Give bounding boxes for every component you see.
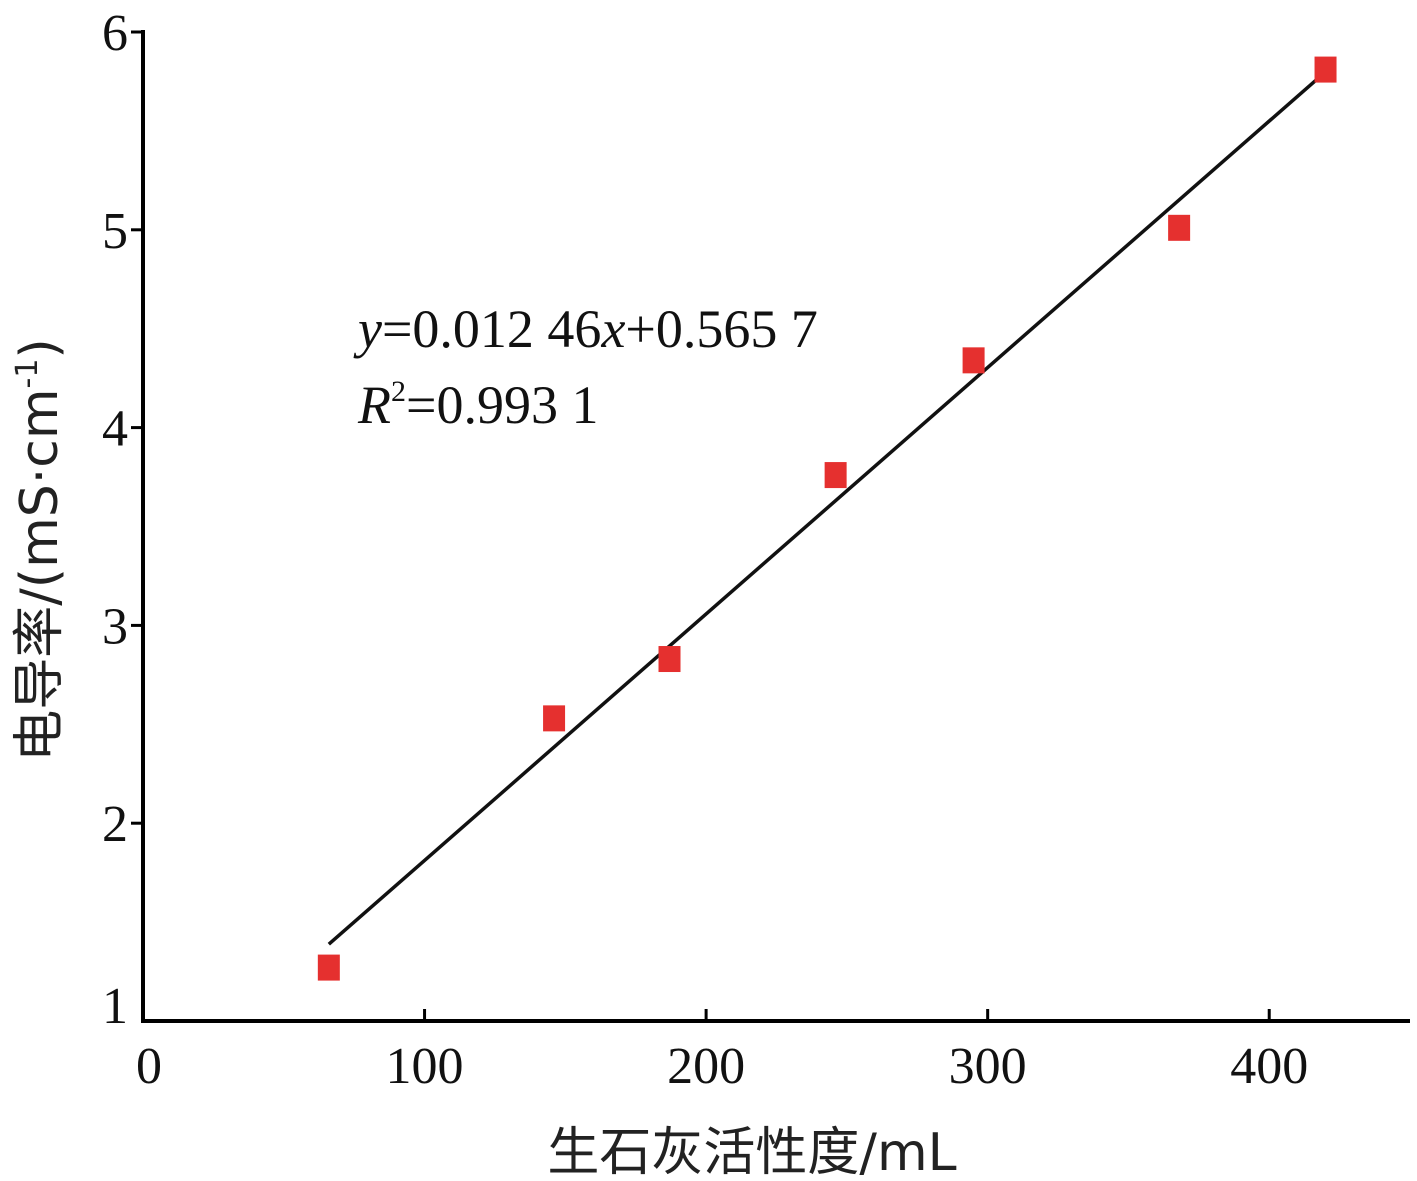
x-axis-title: 生石灰活性度/mL xyxy=(547,1123,956,1181)
data-points xyxy=(317,56,1337,981)
fit-line-group xyxy=(327,70,1327,946)
data-point xyxy=(317,954,340,981)
y-tick-label: 5 xyxy=(102,203,128,260)
x-tick-label: 100 xyxy=(386,1038,464,1095)
x-tick-label: 0 xyxy=(136,1038,162,1095)
data-point xyxy=(962,347,985,374)
fit-equation: y=0.012 46x+0.565 7 xyxy=(353,299,818,359)
y-tick-label: 1 xyxy=(102,978,128,1035)
y-tick-label: 2 xyxy=(102,796,128,853)
fit-line xyxy=(327,70,1327,946)
axes xyxy=(141,30,1410,1023)
y-tick-label: 4 xyxy=(102,401,128,458)
data-point xyxy=(658,646,681,673)
x-tick-label: 200 xyxy=(667,1038,745,1095)
data-point xyxy=(1314,56,1337,83)
ticks: 0 100 200 300 400 1 2 3 4 5 6 xyxy=(102,5,1308,1095)
x-tick-label: 300 xyxy=(949,1038,1027,1095)
data-point xyxy=(543,705,566,732)
data-point xyxy=(1168,214,1191,241)
r-squared: R2=0.993 1 xyxy=(357,375,598,435)
x-tick-label: 400 xyxy=(1230,1038,1308,1095)
data-point xyxy=(824,462,847,489)
y-tick-label: 6 xyxy=(102,5,128,62)
y-axis-title: 电导率/(mS·cm-1) xyxy=(10,338,70,761)
y-tick-label: 3 xyxy=(102,598,128,655)
